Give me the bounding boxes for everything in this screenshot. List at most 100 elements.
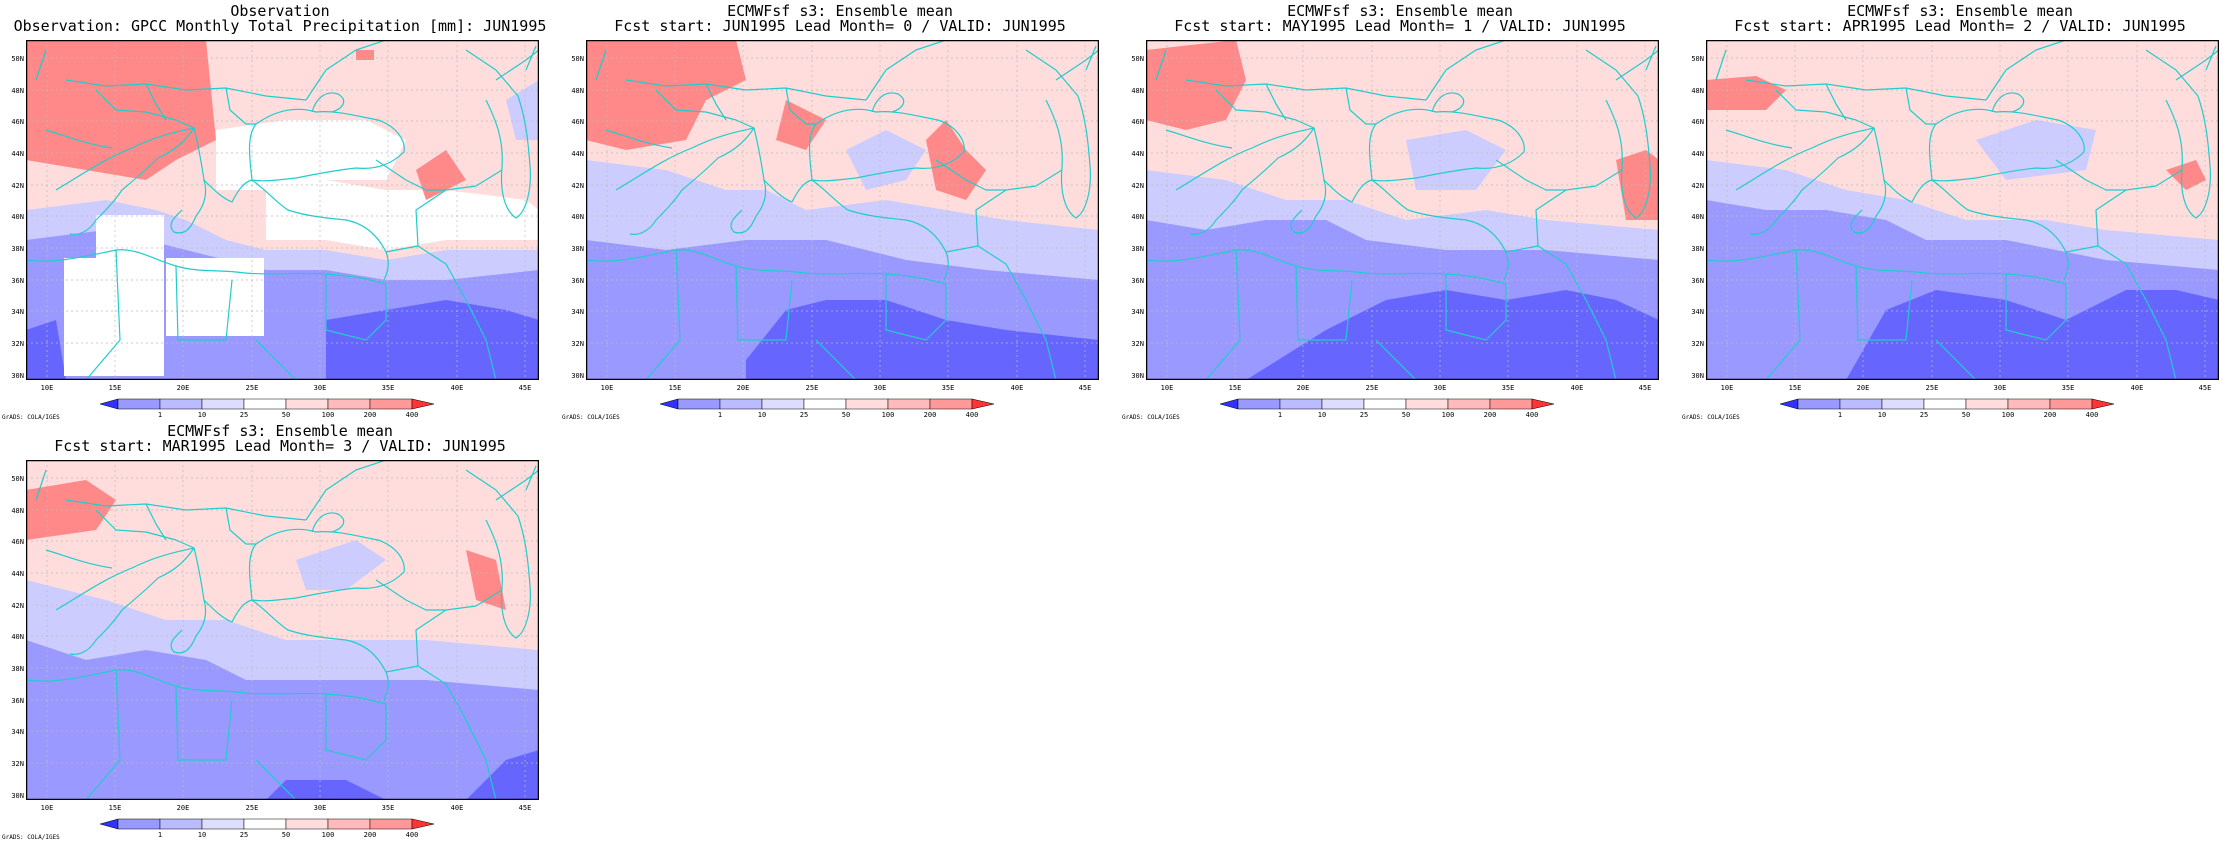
colorbar-label: 25	[239, 411, 249, 419]
colorbar-label: 400	[405, 411, 419, 419]
colorbar-label: 100	[2001, 411, 2015, 419]
lat-label: 44N	[1691, 150, 1704, 158]
lon-label: 25E	[245, 384, 259, 392]
lon-label: 30E	[313, 804, 327, 812]
lon-label: 35E	[381, 384, 395, 392]
lat-label: 50N	[1131, 55, 1144, 63]
lon-label: 15E	[1788, 384, 1802, 392]
grads-credit: GrADS: COLA/IGES	[1122, 414, 1180, 421]
map-panel-lead2: ECMWFsf s3: Ensemble mean Fcst start: AP…	[1680, 0, 2240, 421]
lat-label: 48N	[11, 507, 24, 515]
colorbar-label: 10	[1877, 411, 1887, 419]
lon-label: 40E	[1010, 384, 1024, 392]
colorbar-label: 400	[965, 411, 979, 419]
lat-label: 32N	[11, 340, 24, 348]
lon-label: 30E	[1433, 384, 1447, 392]
colorbar-label: 25	[1359, 411, 1369, 419]
lon-label: 20E	[176, 384, 190, 392]
panel-subtitle: Fcst start: MAR1995 Lead Month= 3 / VALI…	[54, 437, 506, 455]
colorbar-label: 1	[717, 411, 723, 419]
colorbar-label: 1	[1277, 411, 1283, 419]
lon-label: 45E	[1078, 384, 1092, 392]
colorbar-label: 10	[1317, 411, 1327, 419]
lat-label: 48N	[11, 87, 24, 95]
lon-label: 45E	[2198, 384, 2212, 392]
map-panel-lead0: ECMWFsf s3: Ensemble mean Fcst start: JU…	[560, 0, 1120, 421]
lat-label: 34N	[1131, 308, 1144, 316]
lon-label: 35E	[941, 384, 955, 392]
lat-label: 46N	[1131, 118, 1144, 126]
lon-label: 40E	[450, 384, 464, 392]
lon-label: 45E	[1638, 384, 1652, 392]
colorbar	[660, 398, 994, 410]
colorbar-label: 25	[239, 831, 249, 839]
lat-label: 38N	[11, 245, 24, 253]
lon-label: 30E	[313, 384, 327, 392]
panel-title: ECMWFsf s3: Ensemble mean	[727, 2, 953, 20]
lon-label: 15E	[108, 804, 122, 812]
lat-label: 46N	[11, 538, 24, 546]
colorbar-label: 50	[281, 831, 291, 839]
panel-title: Observation	[230, 2, 330, 20]
lon-label: 25E	[1925, 384, 1939, 392]
lon-label: 10E	[1160, 384, 1174, 392]
colorbar-label: 10	[757, 411, 767, 419]
lat-label: 42N	[11, 602, 24, 610]
precipitation-map	[586, 40, 1099, 380]
panel-title: ECMWFsf s3: Ensemble mean	[167, 422, 393, 440]
lat-label: 30N	[1691, 372, 1704, 380]
colorbar	[100, 398, 434, 410]
lon-label: 35E	[381, 804, 395, 812]
lat-label: 44N	[11, 570, 24, 578]
colorbar-label: 1	[1837, 411, 1843, 419]
lon-label: 25E	[245, 804, 259, 812]
lat-label: 32N	[1691, 340, 1704, 348]
lon-label: 15E	[108, 384, 122, 392]
lon-label: 20E	[1296, 384, 1310, 392]
colorbar-label: 50	[841, 411, 851, 419]
lon-label: 30E	[873, 384, 887, 392]
lat-label: 46N	[11, 118, 24, 126]
lon-label: 45E	[518, 384, 532, 392]
colorbar-label: 100	[881, 411, 895, 419]
lon-label: 25E	[805, 384, 819, 392]
lat-label: 36N	[11, 697, 24, 705]
lat-label: 34N	[571, 308, 584, 316]
lon-label: 45E	[518, 804, 532, 812]
colorbar-label: 10	[197, 831, 207, 839]
lat-label: 42N	[1691, 182, 1704, 190]
lon-label: 35E	[1501, 384, 1515, 392]
lat-label: 36N	[1691, 277, 1704, 285]
lat-label: 38N	[11, 665, 24, 673]
lat-label: 30N	[11, 372, 24, 380]
lat-label: 30N	[571, 372, 584, 380]
lat-label: 50N	[11, 475, 24, 483]
lat-label: 34N	[11, 308, 24, 316]
colorbar	[1780, 398, 2114, 410]
panel-subtitle: Fcst start: MAY1995 Lead Month= 1 / VALI…	[1174, 17, 1626, 35]
colorbar	[100, 818, 434, 830]
colorbar-label: 100	[321, 411, 335, 419]
lon-label: 40E	[1570, 384, 1584, 392]
lon-label: 10E	[600, 384, 614, 392]
panel-title: ECMWFsf s3: Ensemble mean	[1287, 2, 1513, 20]
colorbar-label: 100	[1441, 411, 1455, 419]
lat-label: 34N	[1691, 308, 1704, 316]
lat-label: 48N	[1691, 87, 1704, 95]
colorbar-label: 50	[1961, 411, 1971, 419]
lat-label: 44N	[1131, 150, 1144, 158]
lat-label: 44N	[11, 150, 24, 158]
precipitation-map	[1706, 40, 2219, 380]
lon-label: 20E	[176, 804, 190, 812]
colorbar-label: 200	[2043, 411, 2057, 419]
lon-label: 10E	[1720, 384, 1734, 392]
lat-label: 50N	[571, 55, 584, 63]
lat-label: 40N	[11, 213, 24, 221]
lon-label: 25E	[1365, 384, 1379, 392]
lat-label: 42N	[1131, 182, 1144, 190]
lon-label: 30E	[1993, 384, 2007, 392]
colorbar-label: 100	[321, 831, 335, 839]
lat-label: 32N	[11, 760, 24, 768]
colorbar-label: 25	[1919, 411, 1929, 419]
map-panel-obs: Observation Observation: GPCC Monthly To…	[0, 0, 560, 422]
